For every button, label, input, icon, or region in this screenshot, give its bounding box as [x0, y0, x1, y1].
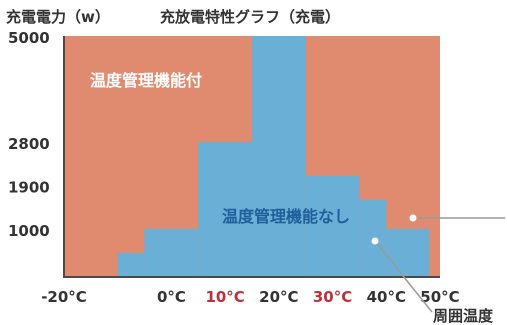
y-tick-label: 5000 — [8, 29, 50, 47]
series-label-without-temp-control: 温度管理機能なし — [221, 207, 350, 226]
series-2-step-4 — [252, 36, 306, 277]
y-tick-label: 2800 — [8, 135, 50, 153]
series-2-step-2 — [144, 228, 199, 277]
leader-dot-right — [409, 214, 417, 222]
x-tick-label: -20°C — [41, 288, 87, 306]
x-tick-label: 30°C — [313, 288, 352, 306]
chart-title: 充放電特性グラフ（充電） — [160, 8, 340, 26]
leader-line-bottom — [374, 240, 433, 313]
series-2-step-5 — [305, 175, 360, 277]
x-tick-label: 10°C — [205, 288, 244, 306]
x-tick-label: 40°C — [367, 288, 406, 306]
series-2-step-3 — [198, 142, 252, 277]
y-tick-label: 1000 — [8, 222, 50, 240]
x-tick-label: 20°C — [259, 288, 298, 306]
series-label-with-temp-control: 温度管理機能付 — [89, 71, 202, 90]
x-tick-label: 0°C — [157, 288, 186, 306]
y-axis-title: 充電電力（w） — [6, 8, 110, 26]
x-tick-label: 50°C — [420, 288, 459, 306]
leader-dot-bottom — [371, 237, 379, 245]
series-2-step-7 — [386, 228, 430, 277]
axis-layer: 5000 2800 1900 1000 -20°C 0°C 10°C 20°C 30°C 40°C… — [8, 29, 460, 306]
x-axis-title: 周囲温度 — [433, 307, 494, 325]
series-2-step-1 — [117, 252, 145, 277]
y-tick-label: 1900 — [8, 178, 50, 196]
series-layer — [64, 36, 440, 277]
